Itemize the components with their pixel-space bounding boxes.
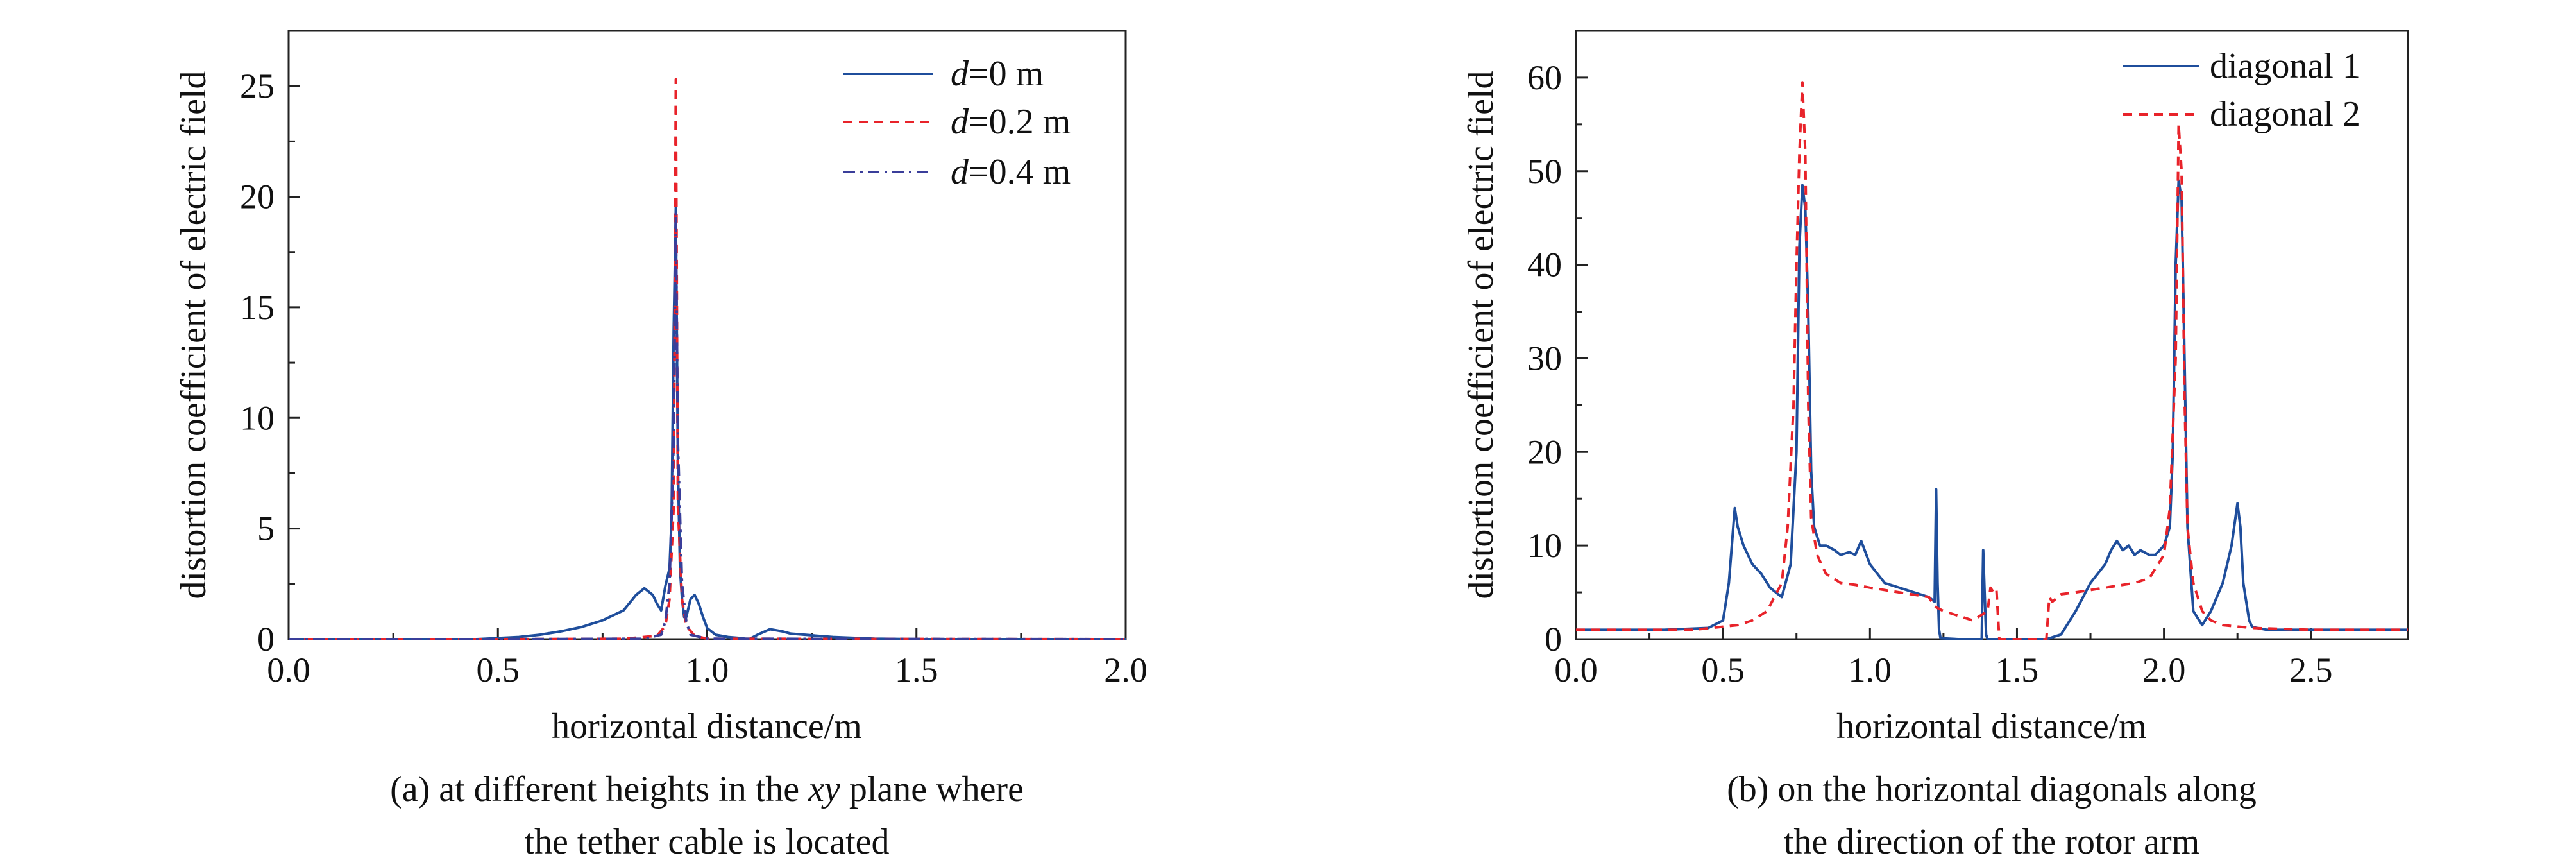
x-axis-label-b: horizontal distance/m [1836,707,2147,746]
x-tick-label-a-3: 1.5 [895,651,938,689]
legend-entry-a-2-rest: =0.4 m [969,152,1071,192]
x-tick-label-b-0: 0.0 [1554,651,1598,689]
series-line-a-0 [289,206,1126,640]
x-tick-label-b-2: 1.0 [1849,651,1892,689]
series-lines-b [1576,81,2408,640]
x-tick-label-b-5: 2.5 [2289,651,2333,689]
series-line-b-1 [1576,81,2408,640]
y-tick-label-b-2: 20 [1527,433,1562,471]
y-tick-label-a-1: 5 [257,510,275,548]
series-line-b-0 [1576,179,2408,640]
x-tick-label-b-3: 1.5 [1996,651,2039,689]
legend-entry-a-2-var: d [951,152,969,192]
y-tick-label-a-5: 25 [240,67,275,105]
x-tick-label-b-4: 2.0 [2142,651,2186,689]
legend-entry-a-1-rest: =0.2 m [969,102,1071,142]
y-tick-label-b-5: 50 [1527,152,1562,191]
chart-a: 0.0 0.5 1.0 1.5 2.0 0 5 10 15 20 25 horizontal dis… [174,30,1148,862]
y-axis-label-b: distortion coefficient of electric field [1461,71,1501,599]
series-line-a-2 [289,210,1126,640]
legend-b: diagonal 1 diagonal 2 [2123,46,2360,134]
legend-entry-a-0-rest: =0 m [969,54,1044,94]
caption-a-line1-em: xy [808,769,840,809]
axis-ticks-b [1575,30,2312,640]
tick-labels-a: 0.0 0.5 1.0 1.5 2.0 0 5 10 15 20 25 [240,67,1148,689]
legend-entry-b-1: diagonal 2 [2210,94,2360,134]
chart-b: 0.0 0.5 1.0 1.5 2.0 2.5 0 10 20 30 40 50 60 horizont… [1461,30,2409,862]
tick-labels-b: 0.0 0.5 1.0 1.5 2.0 2.5 0 10 20 30 40 50 60 [1527,58,2333,689]
y-tick-label-b-1: 10 [1527,526,1562,565]
y-tick-label-a-0: 0 [257,620,275,658]
legend-entry-a-1-var: d [951,102,969,142]
caption-a-line1-post: plane where [840,769,1024,809]
legend-entry-a-0: d=0 m [951,54,1044,94]
y-tick-label-a-3: 15 [240,288,275,327]
caption-a-line2: the tether cable is located [524,822,889,862]
x-tick-label-a-2: 1.0 [686,651,729,689]
caption-b-line1: (b) on the horizontal diagonals along [1727,769,2257,809]
legend-entry-a-2: d=0.4 m [951,152,1071,192]
legend-entry-b-0: diagonal 1 [2210,46,2360,86]
y-tick-label-a-4: 20 [240,178,275,216]
y-axis-label-a: distortion coefficient of electric field [174,71,214,599]
x-tick-label-a-1: 0.5 [477,651,520,689]
y-tick-label-b-0: 0 [1545,620,1562,658]
y-tick-label-a-2: 10 [240,399,275,437]
legend-entry-a-0-var: d [951,54,969,94]
y-tick-label-b-3: 30 [1527,339,1562,377]
caption-a-line1: (a) at different heights in the xy plane… [390,769,1024,809]
x-tick-label-a-0: 0.0 [267,651,310,689]
series-lines-a [289,78,1126,640]
caption-a-line1-pre: (a) at different heights in the [390,769,808,809]
x-axis-label-a: horizontal distance/m [552,707,862,746]
caption-b-line2: the direction of the rotor arm [1784,822,2199,862]
y-tick-label-b-6: 60 [1527,58,1562,97]
legend-a: d=0 m d=0.2 m d=0.4 m [843,54,1071,192]
x-tick-label-a-4: 2.0 [1104,651,1148,689]
legend-entry-a-1: d=0.2 m [951,102,1071,142]
x-tick-label-b-1: 0.5 [1701,651,1745,689]
y-tick-label-b-4: 40 [1527,246,1562,284]
